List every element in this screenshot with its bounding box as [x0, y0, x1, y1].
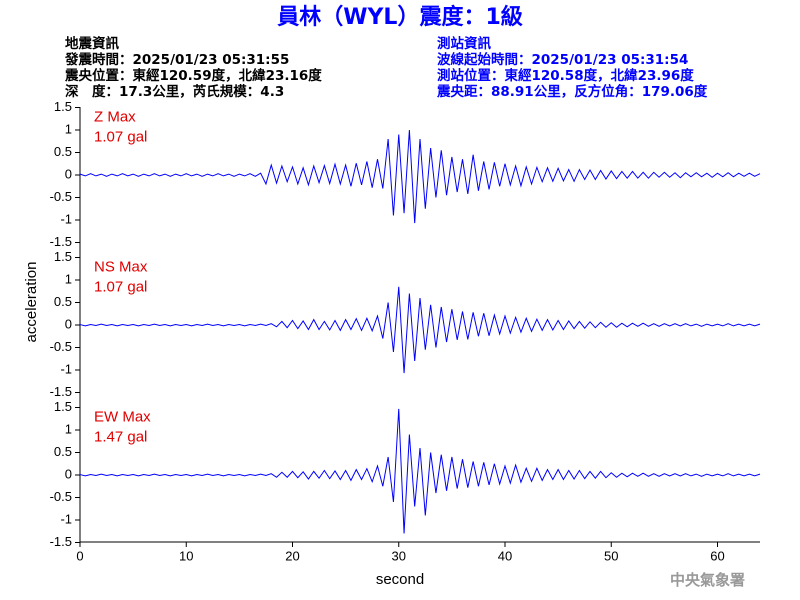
y-tick-label: 0: [65, 316, 72, 331]
x-tick-label: 0: [76, 548, 83, 563]
y-tick-label: 1: [65, 271, 72, 286]
x-axis-label: second: [376, 571, 424, 588]
panel-max: 1.07 gal: [94, 278, 147, 295]
x-tick-label: 30: [392, 548, 406, 563]
y-tick-label: 1.5: [54, 399, 72, 414]
info-left: 發震時間：2025/01/23 05:31:55: [64, 51, 289, 68]
panel-max: 1.07 gal: [94, 128, 147, 145]
y-axis-label: acceleration: [23, 262, 40, 343]
y-tick-label: 0: [65, 466, 72, 481]
x-tick-label: 10: [179, 548, 193, 563]
y-tick-label: -1: [60, 211, 72, 226]
x-tick-label: 40: [498, 548, 512, 563]
credit: 中央氣象署: [670, 571, 745, 589]
y-tick-label: 0.5: [54, 294, 72, 309]
y-tick-label: -1: [60, 361, 72, 376]
y-tick-label: 1.5: [54, 99, 72, 114]
panel-label: Z Max: [94, 108, 136, 125]
y-tick-label: 1: [65, 121, 72, 136]
y-tick-label: -0.5: [50, 489, 72, 504]
x-tick-label: 60: [710, 548, 724, 563]
info-right: 測站位置：東經120.58度，北緯23.96度: [437, 67, 694, 84]
waveform: [79, 408, 761, 534]
x-tick-label: 50: [604, 548, 618, 563]
y-tick-label: 0.5: [54, 144, 72, 159]
y-tick-label: -1.5: [50, 534, 72, 549]
y-tick-label: 0.5: [54, 444, 72, 459]
info-right: 波線起始時間：2025/01/23 05:31:54: [437, 51, 688, 68]
panel-label: EW Max: [94, 408, 151, 425]
y-tick-label: -1.5: [50, 384, 72, 399]
info-left: 地震資訊: [65, 35, 119, 52]
y-tick-label: -1.5: [50, 234, 72, 249]
info-right: 測站資訊: [437, 35, 491, 52]
x-tick-label: 20: [285, 548, 299, 563]
info-right: 震央距：88.91公里，反方位角：179.06度: [436, 83, 708, 100]
info-left: 深 度：17.3公里，芮氏規模：4.3: [65, 83, 284, 100]
waveform: [79, 129, 761, 224]
y-tick-label: -1: [60, 511, 72, 526]
waveform: [79, 286, 761, 374]
y-tick-label: 1.5: [54, 249, 72, 264]
y-tick-label: 1: [65, 421, 72, 436]
y-tick-label: -0.5: [50, 339, 72, 354]
panel-max: 1.47 gal: [94, 428, 147, 445]
y-tick-label: -0.5: [50, 189, 72, 204]
panel-label: NS Max: [94, 258, 148, 275]
y-tick-label: 0: [65, 166, 72, 181]
title: 員林（WYL）震度：1級: [276, 4, 523, 30]
info-left: 震央位置：東經120.59度，北緯23.16度: [64, 67, 322, 84]
